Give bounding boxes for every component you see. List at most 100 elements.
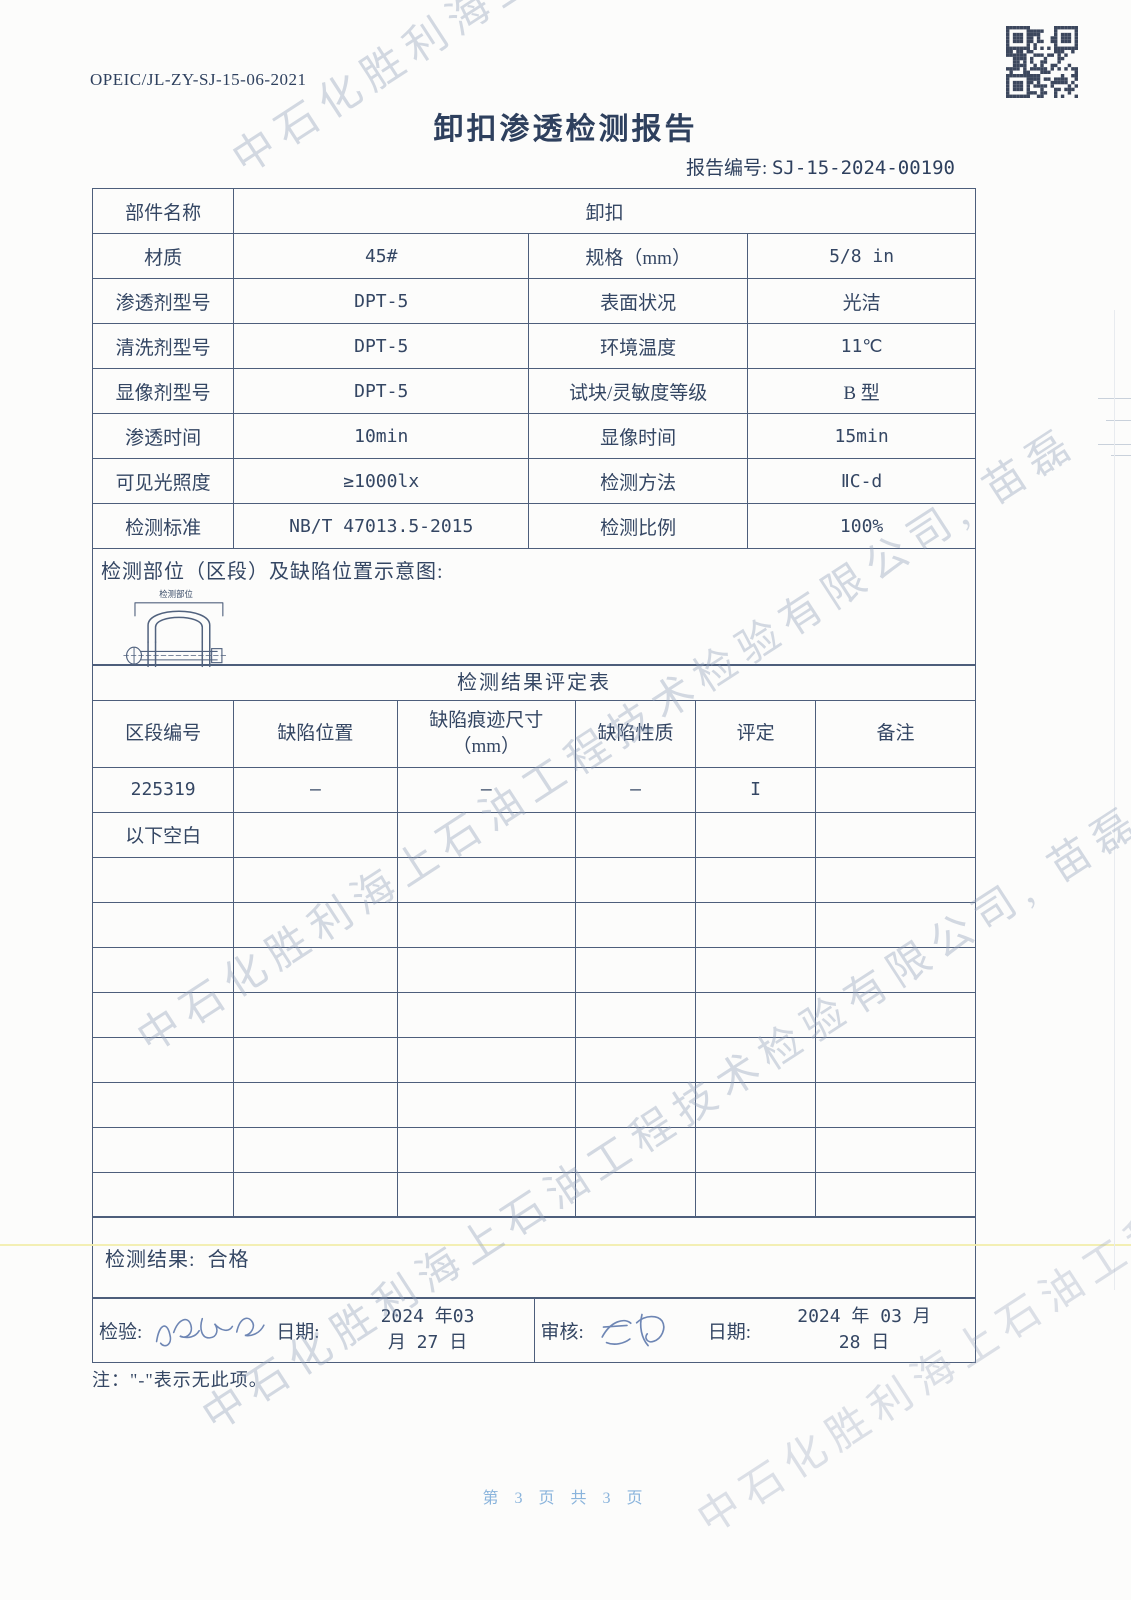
results-header-cell: 评定 bbox=[695, 699, 817, 768]
field-label: 渗透剂型号 bbox=[91, 278, 235, 325]
results-header-cell: 缺陷性质 bbox=[574, 699, 697, 768]
results-cell bbox=[233, 946, 398, 993]
results-cell bbox=[91, 856, 235, 903]
results-row: 以下空白 bbox=[91, 811, 976, 858]
field-label: 环境温度 bbox=[528, 323, 749, 370]
results-cell bbox=[396, 856, 576, 903]
results-row bbox=[91, 991, 976, 1038]
page-number: 第 3 页 共 3 页 bbox=[482, 1490, 649, 1507]
results-cell bbox=[695, 901, 817, 948]
field-label: 部件名称 bbox=[91, 188, 235, 235]
results-cell bbox=[695, 1081, 817, 1128]
field-label: 清洗剂型号 bbox=[91, 323, 235, 370]
info-row: 显像剂型号 DPT-5 试块/灵敏度等级 B 型 bbox=[91, 368, 976, 415]
results-header-cell: 备注 bbox=[815, 699, 976, 768]
info-row: 清洗剂型号 DPT-5 环境温度 11℃ bbox=[91, 323, 976, 370]
footnote: 注："-"表示无此项。 bbox=[92, 1370, 268, 1390]
results-row bbox=[91, 1126, 976, 1173]
info-table: 部件名称 卸扣 材质 45# 规格（mm） 5/8 in 渗透剂型号 DPT-5 表面状况 光洁清… bbox=[91, 188, 976, 550]
results-row bbox=[91, 1171, 976, 1218]
field-label: 规格（mm） bbox=[528, 233, 749, 280]
field-label: 渗透时间 bbox=[91, 413, 235, 460]
results-header-cell: 区段编号 bbox=[91, 699, 235, 768]
results-cell bbox=[233, 811, 398, 858]
field-value: 光洁 bbox=[747, 278, 976, 325]
field-value: 10min bbox=[233, 413, 530, 460]
results-cell bbox=[815, 856, 976, 903]
field-value: ⅡC-d bbox=[747, 458, 976, 505]
scan-artifact-yellow-line bbox=[0, 1244, 1131, 1246]
results-cell bbox=[233, 901, 398, 948]
results-cell bbox=[396, 901, 576, 948]
field-value: DPT-5 bbox=[233, 323, 530, 370]
results-cell bbox=[695, 1171, 817, 1218]
results-cell bbox=[233, 856, 398, 903]
results-cell bbox=[91, 1081, 235, 1128]
diagram-heading: 检测部位（区段）及缺陷位置示意图: bbox=[101, 560, 444, 583]
field-value: B 型 bbox=[747, 368, 976, 415]
report-number-label: 报告编号: bbox=[685, 158, 768, 179]
report-number: 报告编号: SJ-15-2024-00190 bbox=[686, 153, 955, 180]
test-result: 检测结果: 合格 bbox=[92, 1216, 976, 1300]
results-cell bbox=[233, 1126, 398, 1173]
results-cell bbox=[91, 946, 235, 993]
field-value: DPT-5 bbox=[233, 368, 530, 415]
results-cell bbox=[91, 1171, 235, 1218]
results-cell bbox=[815, 1126, 976, 1173]
reviewer-block: 审核: 日期: 2024 年 03 月 28 日 bbox=[533, 1298, 976, 1363]
results-header-cell: 缺陷位置 bbox=[233, 699, 398, 768]
field-value: 100% bbox=[747, 503, 976, 550]
results-cell bbox=[574, 856, 697, 903]
field-value: 45# bbox=[233, 233, 530, 280]
results-cell bbox=[574, 901, 697, 948]
inspector-block: 检验: 日期: 2024 年03 月 27 日 bbox=[93, 1298, 534, 1362]
reviewer-date-label: 日期: bbox=[707, 1321, 752, 1343]
field-value: NB/T 47013.5-2015 bbox=[233, 503, 530, 550]
field-label: 材质 bbox=[91, 233, 235, 280]
reviewer-signature bbox=[601, 1314, 665, 1347]
scan-artifact-line bbox=[1114, 310, 1115, 1290]
field-value: DPT-5 bbox=[233, 278, 530, 325]
test-result-label: 检测结果: bbox=[105, 1249, 196, 1272]
inspector-date-label: 日期: bbox=[276, 1321, 320, 1343]
results-cell bbox=[815, 766, 976, 813]
field-label: 显像时间 bbox=[528, 413, 749, 460]
results-cell bbox=[695, 811, 817, 858]
report-title: 卸扣渗透检测报告 bbox=[433, 113, 698, 146]
results-cell: – bbox=[574, 766, 697, 813]
scan-artifact-line bbox=[1106, 420, 1131, 421]
results-cell bbox=[815, 1081, 976, 1128]
results-cell bbox=[815, 1036, 976, 1083]
reviewer-label: 审核: bbox=[540, 1321, 584, 1343]
results-cell bbox=[233, 1171, 398, 1218]
results-cell bbox=[396, 1126, 576, 1173]
field-label: 检测标准 bbox=[91, 503, 235, 550]
results-header-row: 区段编号 缺陷位置 缺陷痕迹尺寸 （mm） 缺陷性质 评定 备注 bbox=[91, 699, 976, 768]
results-table: 区段编号 缺陷位置 缺陷痕迹尺寸 （mm） 缺陷性质 评定 备注 225319– – – I 以下… bbox=[91, 699, 976, 1218]
inspector-date: 2024 年03 月 27 日 bbox=[380, 1306, 475, 1354]
scan-artifact-line bbox=[1111, 455, 1131, 456]
field-value: 5/8 in bbox=[747, 233, 976, 280]
qr-code bbox=[1006, 26, 1078, 98]
results-cell bbox=[91, 901, 235, 948]
diagram-section: 检测部位（区段）及缺陷位置示意图: bbox=[92, 547, 976, 667]
results-cell bbox=[396, 1171, 576, 1218]
signature-row: 检验: 日期: 2024 年03 月 27 日 审核: bbox=[92, 1297, 976, 1364]
results-cell bbox=[695, 1126, 817, 1173]
info-row: 渗透时间 10min 显像时间 15min bbox=[91, 413, 976, 460]
results-cell bbox=[815, 991, 976, 1038]
results-row bbox=[91, 946, 976, 993]
info-table-body: 部件名称 卸扣 材质 45# 规格（mm） 5/8 in 渗透剂型号 DPT-5 表面状况 光洁清… bbox=[91, 188, 976, 550]
results-cell: 225319 bbox=[91, 766, 235, 813]
inspector-signature bbox=[156, 1318, 265, 1347]
results-table-title: 检测结果评定表 bbox=[92, 664, 976, 702]
results-row: 225319– – – I bbox=[91, 766, 976, 813]
results-row bbox=[91, 1036, 976, 1083]
watermark: 中石化胜利海上石油工程技术检验有限公司, 苗磊 bbox=[218, 0, 1131, 186]
results-cell bbox=[91, 1036, 235, 1083]
diagram-area-label: 检测部位 bbox=[159, 589, 193, 599]
field-label: 表面状况 bbox=[528, 278, 749, 325]
field-value: 11℃ bbox=[747, 323, 976, 370]
results-cell bbox=[396, 946, 576, 993]
